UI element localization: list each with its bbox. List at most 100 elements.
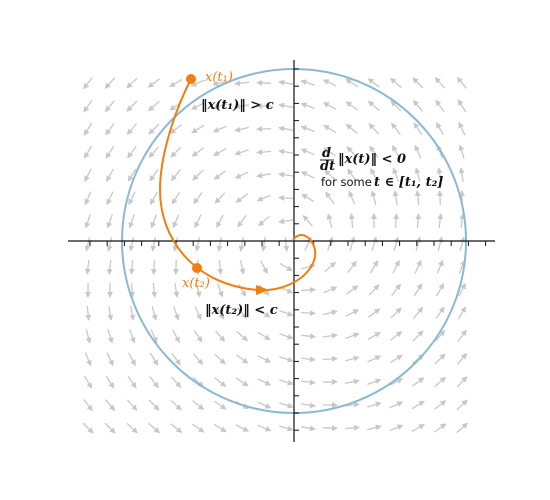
vector-field-arrow-icon [150, 191, 158, 205]
vector-field-arrow-icon [237, 214, 247, 228]
vector-field-arrow-icon [323, 147, 337, 157]
vector-field-arrow-icon [345, 123, 358, 134]
vector-field-arrow-icon [300, 310, 316, 317]
vector-field-arrow-icon [456, 399, 468, 411]
vector-field-arrow-icon [278, 218, 293, 225]
vector-field-arrow-icon [260, 237, 267, 252]
vector-field-arrow-icon [368, 123, 380, 135]
vector-field-arrow-icon [435, 283, 445, 297]
vector-field-arrow-icon [348, 190, 356, 205]
vector-field-arrow-icon [127, 375, 137, 389]
vector-field-arrow-icon [128, 214, 136, 229]
vector-field-arrow-icon [349, 236, 356, 251]
label-norm-t2: ‖x(t₂)‖ < c [205, 303, 278, 318]
vector-field-arrow-icon [414, 259, 422, 274]
vector-field-arrow-icon [83, 99, 93, 113]
vector-field-arrow-icon [173, 306, 180, 321]
vector-field-arrow-icon [389, 378, 404, 386]
vector-field-arrow-icon [213, 148, 227, 156]
vector-field-arrow-icon [127, 168, 137, 182]
vector-field-arrow-icon [412, 330, 424, 342]
vector-field-arrow-icon [106, 168, 114, 182]
vector-field-arrow-icon [257, 424, 272, 432]
vector-field-arrow-icon [411, 377, 425, 387]
vector-field-arrow-icon [433, 423, 447, 433]
vector-field-arrow-icon [104, 77, 116, 89]
vector-field-arrow-icon [367, 331, 381, 341]
vector-field-arrow-icon [413, 306, 424, 319]
vector-field-arrow-icon [214, 192, 226, 204]
vector-field-arrow-icon [105, 375, 115, 389]
point-t1-marker [186, 74, 196, 84]
vector-field-arrow-icon [345, 332, 360, 340]
vector-field-arrow-icon [457, 99, 467, 113]
vector-field-arrow-icon [300, 333, 316, 340]
vector-field-arrow-icon [149, 168, 159, 182]
vector-field-arrow-icon [370, 190, 377, 205]
vector-field-arrow-icon [193, 192, 203, 205]
point-t2-marker [192, 263, 202, 273]
vector-field-arrow-icon [236, 330, 249, 342]
vector-field-arrow-icon [126, 123, 138, 136]
vector-field-arrow-icon [434, 376, 447, 388]
vector-field-arrow-icon [322, 425, 338, 432]
label-x-t2: x(t₂) [182, 276, 210, 291]
for-some-text: for some [321, 175, 372, 189]
vector-field-arrow-icon [345, 78, 359, 88]
vector-field-arrow-icon [85, 329, 92, 344]
vector-field-arrow-icon [279, 333, 294, 340]
vector-field-arrow-icon [434, 329, 446, 342]
vector-field-arrow-icon [367, 78, 380, 88]
vector-field-arrow-icon [126, 77, 138, 89]
vector-field-arrow-icon [256, 79, 272, 86]
vector-field-arrow-icon [368, 284, 380, 296]
vector-field-arrow-icon [129, 305, 136, 321]
trajectory [158, 74, 317, 295]
vector-field-arrow-icon [367, 355, 382, 363]
vector-field-arrow-icon [391, 283, 401, 296]
vector-field-arrow-icon [457, 306, 467, 320]
vector-field-arrow-icon [257, 308, 271, 318]
vector-field-arrow-icon [436, 167, 443, 183]
vector-field-arrow-icon [434, 77, 446, 89]
vector-field-arrow-icon [238, 236, 245, 252]
vector-field-arrow-icon [392, 190, 399, 206]
vector-field-arrow-icon [393, 236, 400, 251]
vector-field-arrow-icon [194, 237, 201, 252]
vector-field-arrow-icon [325, 191, 335, 204]
vector-field-arrow-icon [322, 355, 338, 362]
vector-field-arrow-icon [106, 237, 113, 252]
vector-field-arrow-icon [148, 399, 160, 411]
vector-field-arrow-icon [170, 169, 181, 182]
vector-field-arrow-icon [105, 399, 116, 412]
vector-field-arrow-icon [323, 332, 338, 339]
vector-field-arrow-icon [367, 378, 382, 386]
vector-field-arrow-icon [105, 145, 115, 159]
vector-field-arrow-icon [213, 170, 226, 180]
vector-field-arrow-icon [346, 146, 358, 158]
label-norm-t1: ‖x(t₁)‖ > c [201, 98, 274, 113]
vector-field-arrow-icon [412, 99, 423, 112]
vector-field-arrow-icon [456, 376, 468, 388]
vector-field-arrow-icon [414, 190, 421, 206]
vector-field-arrow-icon [105, 123, 115, 136]
vector-field-arrow-icon [128, 352, 136, 367]
vector-field-arrow-icon [458, 121, 466, 136]
vector-field-arrow-icon [107, 329, 114, 344]
vector-field-arrow-icon [278, 194, 294, 201]
vector-field-arrow-icon [191, 423, 205, 433]
vector-field-arrow-icon [150, 329, 158, 344]
vector-field-arrow-icon [170, 376, 182, 388]
vector-field-arrow-icon [458, 167, 465, 183]
vector-field-arrow-icon [106, 259, 113, 275]
derivative-norm-expression: ‖x(t)‖ < 0 [338, 152, 406, 167]
vector-field-arrow-icon [216, 236, 223, 252]
vector-field-arrow-icon [169, 78, 183, 88]
vector-field-arrow-icon [258, 215, 270, 227]
vector-field-arrow-icon [234, 171, 249, 179]
vector-field-arrow-icon [324, 169, 336, 181]
vector-field-arrow-icon [391, 145, 401, 159]
vector-field-arrow-icon [458, 282, 466, 297]
vector-field-arrow-icon [345, 401, 360, 408]
